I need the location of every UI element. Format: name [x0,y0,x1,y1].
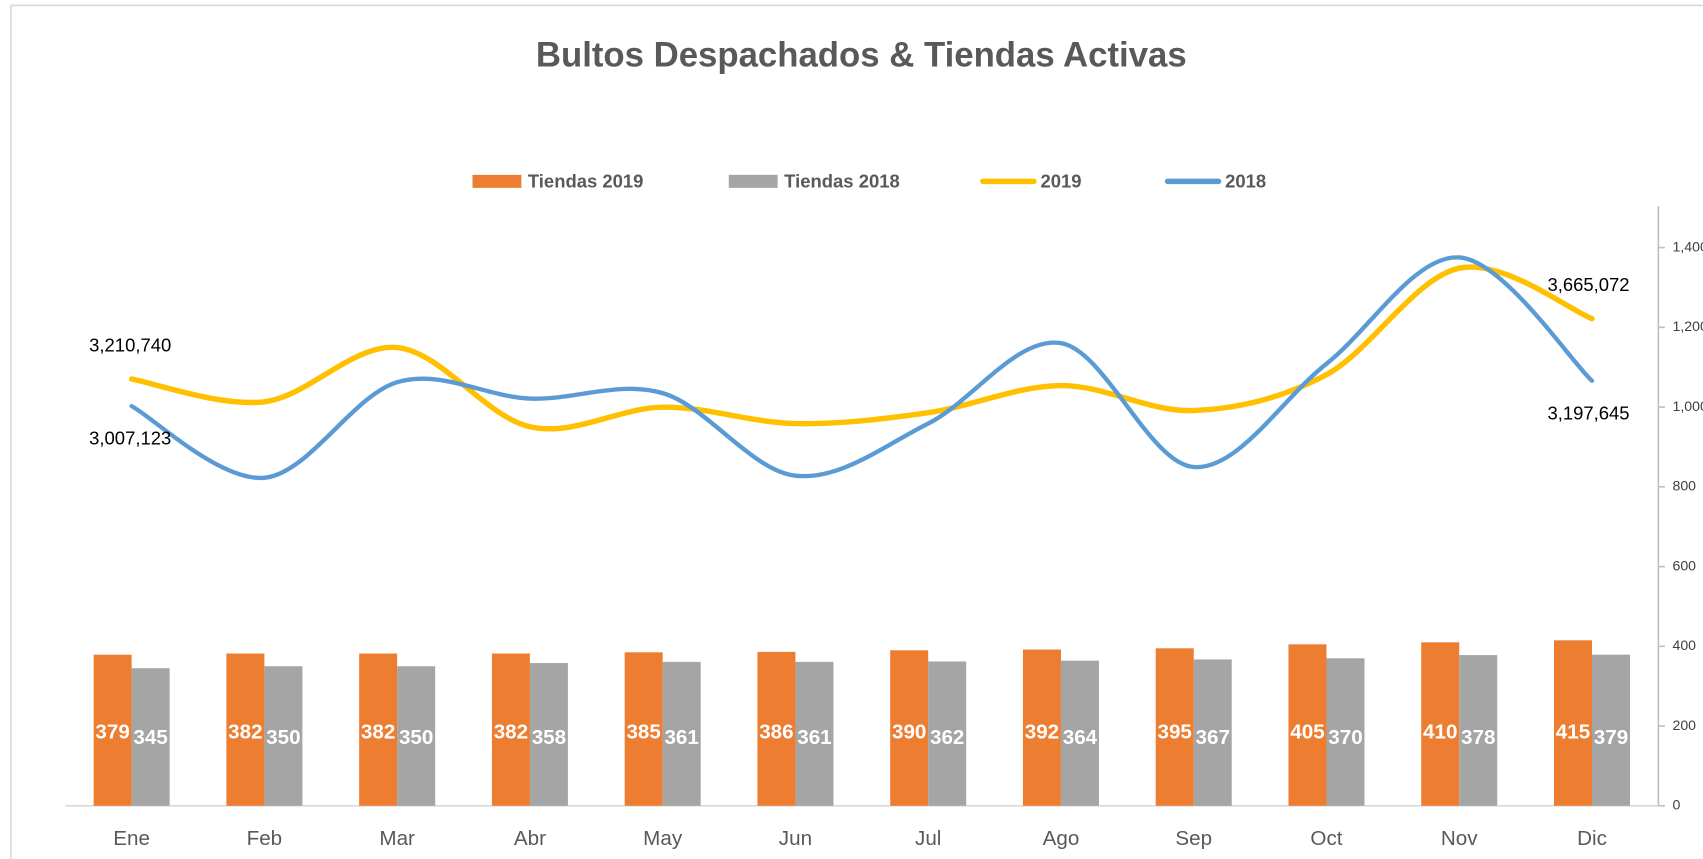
bar-label: 367 [1196,726,1230,749]
x-tick-label: Ene [113,827,150,850]
bar [795,661,834,806]
y2-tick-label: 1,000 [1672,398,1703,414]
legend-swatch [728,174,778,188]
bar-label: 370 [1328,726,1362,749]
line-label: 3,665,072 [1547,274,1629,295]
bar-label: 361 [664,726,698,749]
y2-tick-label: 400 [1672,637,1696,653]
line [128,264,1595,432]
y2-tick-label: 200 [1672,717,1696,733]
bar-label: 386 [759,720,793,743]
x-tick-label: May [643,827,683,850]
bar-label: 382 [494,720,528,743]
bar-label: 392 [1025,720,1059,743]
bar [93,654,132,806]
bar [529,663,568,806]
bar-label: 410 [1423,720,1457,743]
bar-label: 361 [797,726,831,749]
bar [359,653,398,806]
x-tick-label: Mar [379,827,415,850]
bar [662,661,701,806]
y2-tick-label: 1,200 [1672,318,1703,334]
bar [1155,648,1194,806]
bar-label: 379 [1594,726,1628,749]
x-tick-label: Feb [247,827,283,850]
line-label: 3,210,740 [89,334,171,355]
bar-label: 379 [95,720,129,743]
bar [624,652,663,806]
bar-label: 382 [228,720,262,743]
x-tick-label: Nov [1441,827,1478,850]
bar-label: 415 [1556,720,1590,743]
x-tick-label: Jun [779,827,812,850]
y2-tick-label: 800 [1672,478,1696,494]
line-label: 3,197,645 [1547,402,1629,423]
legend-label: Tiendas 2019 [528,170,644,191]
bar-label: 364 [1063,726,1098,749]
x-tick-label: Sep [1175,827,1212,850]
x-tick-label: Abr [514,827,546,850]
chart-title: Bultos Despachados & Tiendas Activas [536,37,1187,75]
x-tick-label: Oct [1310,827,1342,850]
y2-tick-label: 0 [1672,797,1680,813]
legend-label: 2019 [1040,170,1081,191]
line [129,255,1595,480]
bar-label: 358 [532,726,566,749]
bar-label: 362 [930,726,964,749]
line-label: 3,007,123 [89,428,171,449]
bar-label: 382 [361,720,395,743]
bar-label: 350 [399,726,433,749]
bar [264,666,303,806]
x-tick-label: Ago [1043,827,1080,850]
bar-label: 350 [266,726,300,749]
bar-label: 385 [626,720,660,743]
bar [131,668,170,806]
bar-label: 390 [892,720,926,743]
bar [1193,659,1232,806]
x-tick-label: Dic [1577,827,1607,850]
bar-label: 405 [1290,720,1324,743]
bar [1459,655,1498,806]
bar [890,650,929,806]
bar [1288,644,1327,806]
bar [1060,660,1099,806]
bar [1326,658,1365,806]
bar [397,666,436,806]
bar [1421,642,1460,806]
bar-label: 378 [1461,726,1495,749]
bar [226,653,265,806]
y2-tick-label: 1,400 [1672,238,1703,254]
bar-label: 395 [1158,720,1192,743]
bar-label: 345 [133,726,167,749]
bar [1591,654,1631,806]
bar [1022,649,1061,806]
bar [757,651,796,806]
bar [1553,640,1592,806]
legend-swatch [472,174,522,188]
x-tick-label: Jul [915,827,941,850]
legend-label: 2018 [1225,170,1266,191]
legend-label: Tiendas 2018 [784,170,900,191]
bar [928,661,967,806]
bar [491,653,530,806]
y2-tick-label: 600 [1672,557,1696,573]
